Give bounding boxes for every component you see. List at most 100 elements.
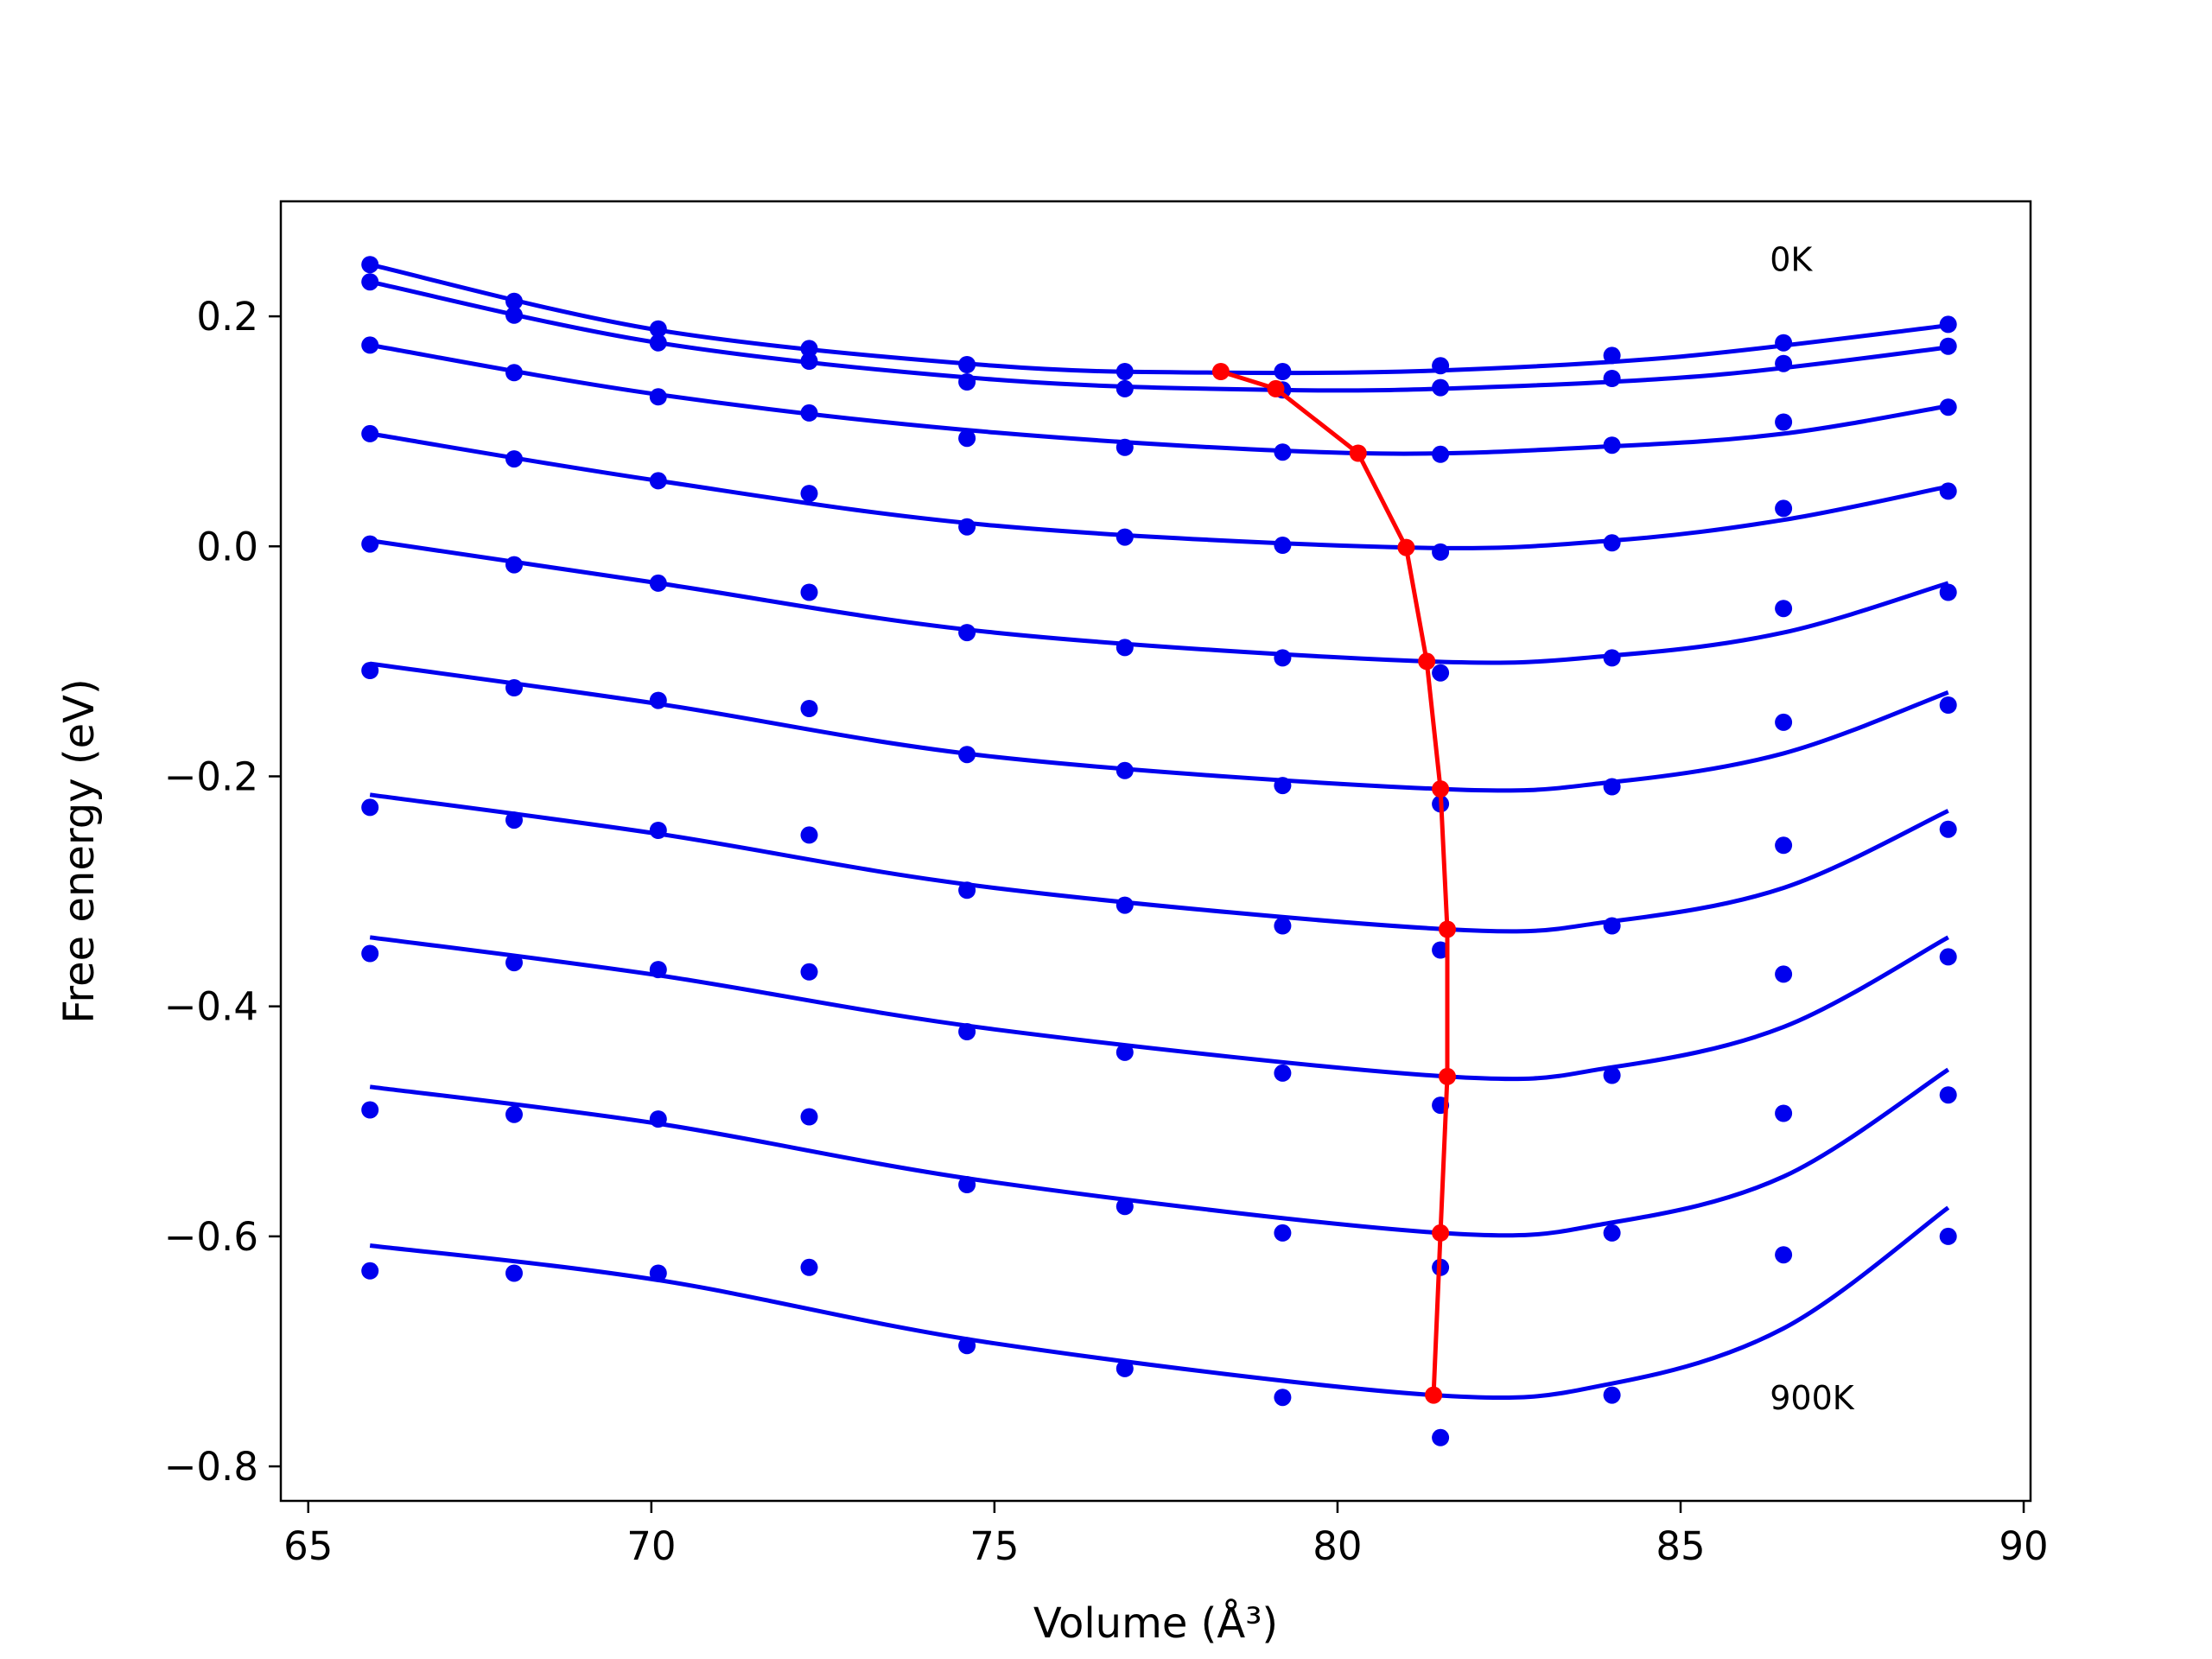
data-point (800, 963, 818, 981)
data-point (958, 1337, 976, 1355)
fit-line-4 (369, 538, 1949, 665)
data-point (1939, 337, 1957, 355)
data-point (1603, 649, 1621, 667)
data-point (1603, 778, 1621, 796)
fit-line-2 (369, 342, 1949, 456)
data-point (505, 1105, 523, 1123)
data-point (1775, 334, 1793, 352)
data-point (958, 373, 976, 391)
annotation-label: 900K (1770, 1379, 1855, 1417)
x-tick-label: 80 (1313, 1523, 1362, 1569)
minimum-point (1432, 1224, 1450, 1242)
data-point (1939, 696, 1957, 714)
data-point (800, 485, 818, 503)
x-tick-label: 75 (969, 1523, 1019, 1569)
y-axis-label: Free energy (eV) (55, 678, 104, 1023)
fit-line-6 (369, 792, 1949, 934)
data-point (649, 961, 667, 979)
data-point (649, 574, 667, 592)
data-point (1775, 413, 1793, 431)
data-point (361, 662, 379, 679)
data-point (649, 822, 667, 839)
data-point (800, 340, 818, 358)
data-point (505, 556, 523, 574)
fit-line-0 (369, 262, 1948, 376)
minimum-line (1220, 369, 1450, 1395)
data-point (1116, 528, 1134, 546)
annotation-label: 0K (1770, 241, 1813, 279)
minimum-point (1397, 538, 1415, 556)
data-point (1603, 1224, 1621, 1242)
x-tick-label: 70 (626, 1523, 676, 1569)
data-point (800, 353, 818, 370)
x-tick-label: 90 (1999, 1523, 2048, 1569)
plot-frame (279, 200, 2032, 1503)
minimum-curve (1211, 363, 1456, 1404)
fit-line-9 (369, 1205, 1950, 1401)
y-tick-label: −0.8 (164, 1444, 258, 1490)
data-point (1116, 438, 1134, 456)
data-point (1432, 664, 1450, 682)
x-tick-label: 85 (1656, 1523, 1705, 1569)
data-point (361, 273, 379, 291)
data-point (1603, 346, 1621, 365)
data-point (958, 746, 976, 764)
data-point (1939, 1086, 1957, 1104)
data-point (505, 679, 523, 696)
data-point (1603, 436, 1621, 454)
data-point (800, 1108, 818, 1126)
data-point (958, 624, 976, 642)
x-axis: 65 70 75 80 85 90 (283, 1501, 2049, 1569)
data-point (1432, 357, 1450, 375)
minimum-point (1425, 1386, 1443, 1404)
data-point (649, 691, 667, 709)
data-point (1116, 1359, 1134, 1377)
data-point (1116, 761, 1134, 779)
x-axis-label: Volume (Å³) (1033, 1599, 1278, 1648)
data-point (1775, 1246, 1793, 1264)
y-tick-label: 0.0 (196, 524, 258, 569)
data-point (1274, 917, 1292, 935)
data-point (1274, 1064, 1292, 1082)
data-point (1775, 600, 1793, 618)
data-point (649, 388, 667, 406)
data-point (1274, 1389, 1292, 1407)
minimum-point (1267, 379, 1285, 397)
y-tick-label: −0.6 (164, 1214, 258, 1260)
data-point (1116, 1043, 1134, 1061)
data-point (505, 954, 523, 972)
data-point (1116, 379, 1134, 397)
fit-line-7 (369, 935, 1949, 1082)
data-point (1603, 1066, 1621, 1084)
fit-line-5 (369, 661, 1949, 793)
data-point (361, 336, 379, 354)
data-points (361, 256, 1957, 1446)
y-tick-label: 0.2 (196, 294, 258, 340)
fit-line-3 (369, 431, 1949, 550)
data-point (958, 1023, 976, 1040)
data-point (958, 1176, 976, 1193)
data-point (958, 356, 976, 373)
data-point (1274, 1224, 1292, 1242)
data-point (800, 700, 818, 717)
fit-curves (369, 262, 1950, 1401)
data-point (1775, 836, 1793, 855)
data-point (505, 292, 523, 310)
data-point (361, 944, 379, 963)
data-point (958, 881, 976, 899)
data-point (1939, 948, 1957, 966)
data-point (1939, 583, 1957, 601)
minimum-point (1418, 652, 1436, 671)
data-point (1939, 398, 1957, 416)
data-point (505, 364, 523, 382)
data-point (1939, 820, 1957, 838)
minimum-point (1439, 1067, 1456, 1085)
data-point (1274, 649, 1292, 667)
data-point (1274, 363, 1292, 380)
data-point (361, 798, 379, 817)
data-point (958, 429, 976, 448)
data-point (361, 1262, 379, 1280)
data-point (1603, 917, 1621, 935)
data-point (1939, 1227, 1957, 1245)
data-point (800, 583, 818, 601)
